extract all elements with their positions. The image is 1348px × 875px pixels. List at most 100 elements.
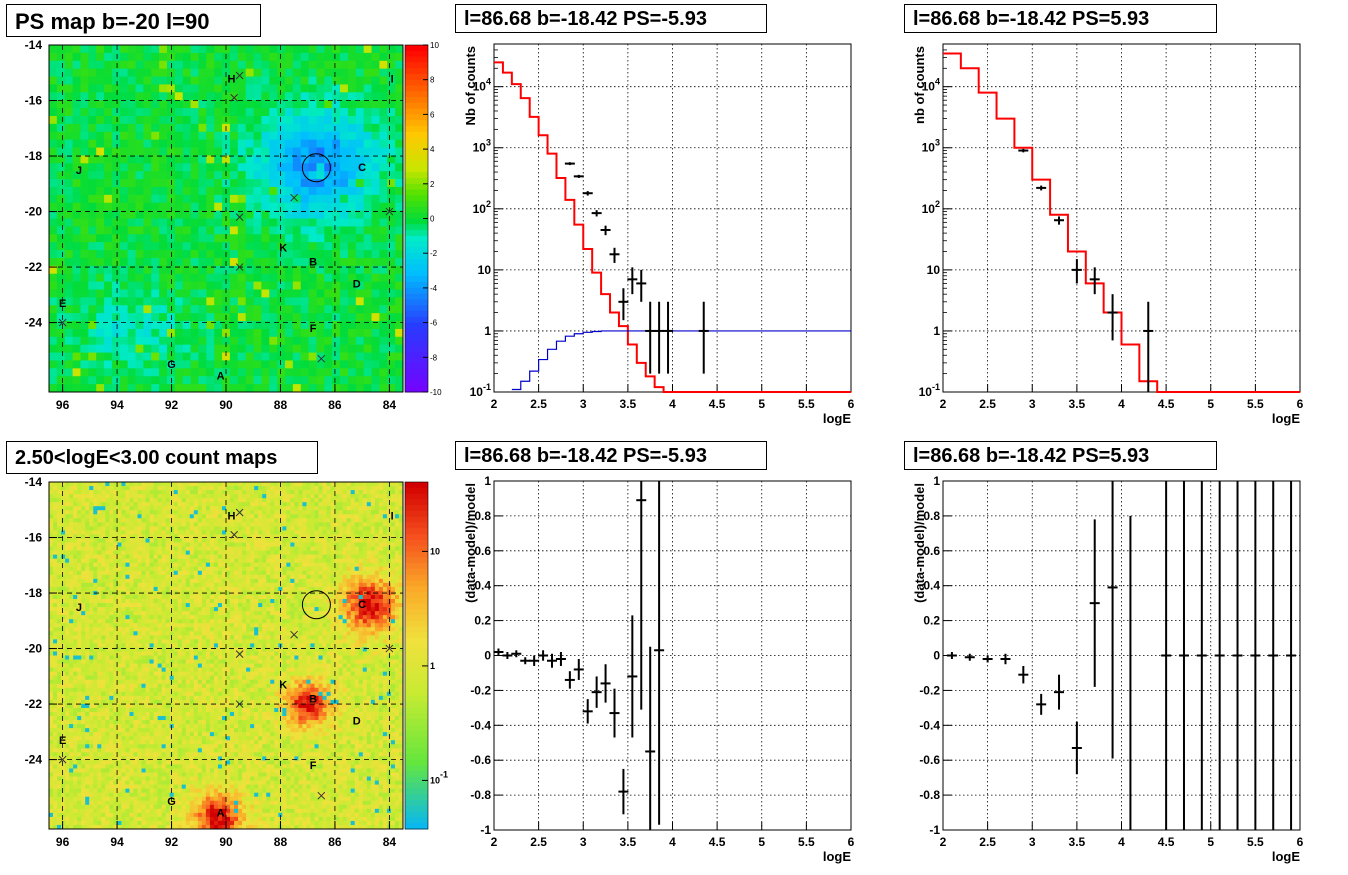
- heatmap-cell: [209, 574, 215, 580]
- heatmap-cell: [119, 92, 129, 101]
- heatmap-cell: [77, 490, 82, 495]
- heatmap-cell: [398, 530, 404, 535]
- heatmap-cell: [261, 273, 270, 282]
- heatmap-cell: [378, 546, 384, 551]
- heatmap-cell: [125, 566, 130, 572]
- heatmap-cell: [80, 289, 89, 298]
- heatmap-cell: [109, 510, 114, 515]
- heatmap-cell: [390, 566, 396, 572]
- heatmap-cell: [64, 273, 73, 282]
- heatmap-cell: [370, 490, 376, 495]
- heatmap-cell: [185, 599, 191, 604]
- heatmap-cell: [262, 590, 267, 596]
- heatmap-cell: [206, 123, 215, 133]
- heatmap-cell: [234, 526, 239, 531]
- heatmap-cell: [145, 599, 150, 604]
- heatmap-cell: [306, 506, 311, 511]
- heatmap-cell: [258, 518, 263, 523]
- heatmap-cell: [230, 574, 235, 580]
- heatmap-cell: [141, 510, 146, 515]
- heatmap-cell: [266, 530, 271, 535]
- heatmap-cell: [182, 257, 191, 267]
- heatmap-cell: [153, 534, 159, 539]
- heatmap-cell: [213, 586, 219, 592]
- heatmap-cell: [72, 115, 81, 125]
- heatmap-cell: [371, 60, 380, 70]
- heatmap-cell: [111, 123, 121, 133]
- heatmap-cell: [387, 328, 396, 338]
- heatmap-cell: [292, 84, 302, 93]
- heatmap-cell: [300, 68, 309, 77]
- heatmap-cell: [217, 570, 223, 576]
- heatmap-cell: [285, 305, 294, 314]
- heatmap-cell: [205, 482, 211, 487]
- heatmap-cell: [88, 360, 97, 369]
- heatmap-cell: [253, 155, 262, 164]
- heatmap-cell: [111, 305, 121, 314]
- heatmap-cell: [56, 265, 66, 275]
- heatmap-cell: [362, 538, 368, 543]
- heatmap-cell: [274, 578, 279, 584]
- heatmap-cell: [387, 68, 396, 77]
- heatmap-cell: [292, 210, 302, 219]
- heatmap-cell: [242, 566, 247, 572]
- heatmap-cell: [387, 242, 396, 251]
- heatmap-cell: [326, 490, 331, 495]
- heatmap-cell: [88, 60, 97, 70]
- heatmap-cell: [294, 506, 299, 511]
- heatmap-cell: [167, 265, 176, 275]
- heatmap-cell: [234, 554, 239, 560]
- heatmap-cell: [96, 344, 105, 353]
- heatmap-cell: [270, 590, 275, 596]
- heatmap-cell: [254, 562, 259, 568]
- heatmap-cell: [237, 92, 247, 101]
- heatmap-cell: [363, 250, 372, 259]
- heatmap-cell: [362, 582, 368, 588]
- heatmap-cell: [338, 534, 344, 539]
- heatmap-cell: [374, 534, 380, 539]
- heatmap-cell: [346, 498, 352, 503]
- heatmap-cell: [226, 558, 231, 564]
- heatmap-cell: [379, 179, 388, 188]
- heatmap-cell: [145, 582, 150, 588]
- heatmap-cell: [206, 273, 215, 282]
- heatmap-cell: [72, 171, 81, 180]
- heatmap-cell: [274, 518, 279, 523]
- heatmap-cell: [270, 546, 275, 551]
- heatmap-cell: [143, 100, 152, 109]
- heatmap-cell: [193, 594, 199, 600]
- heatmap-cell: [97, 494, 102, 499]
- heatmap-cell: [245, 368, 254, 377]
- heatmap-cell: [334, 530, 340, 535]
- heatmap-cell: [358, 514, 364, 519]
- heatmap-cell: [226, 518, 231, 523]
- heatmap-cell: [57, 510, 62, 515]
- heatmap-cell: [205, 530, 211, 535]
- heatmap-cell: [56, 52, 66, 62]
- heatmap-cell: [277, 92, 286, 101]
- source-label-e: E: [59, 298, 66, 310]
- heatmap-cell: [182, 289, 191, 298]
- heatmap-cell: [366, 518, 372, 523]
- heatmap-cell: [318, 554, 323, 560]
- heatmap-cell: [354, 554, 360, 560]
- colorbar-segment: [405, 97, 428, 104]
- heatmap-cell: [390, 526, 396, 531]
- heatmap-cell: [206, 210, 215, 219]
- heatmap-cell: [185, 494, 191, 499]
- heatmap-cell: [350, 570, 356, 576]
- heatmap-cell: [149, 506, 154, 511]
- heatmap-cell: [151, 92, 160, 101]
- heatmap-cell: [226, 566, 231, 572]
- heatmap-cell: [125, 586, 130, 592]
- heatmap-cell: [117, 582, 122, 588]
- heatmap-cell: [153, 526, 159, 531]
- heatmap-cell: [245, 344, 254, 353]
- heatmap-cell: [185, 510, 191, 515]
- heatmap-cell: [197, 534, 203, 539]
- heatmap-cell: [277, 115, 286, 125]
- heatmap-cell: [347, 273, 357, 282]
- heatmap-cell: [49, 582, 54, 588]
- heatmap-cell: [161, 594, 167, 600]
- heatmap-cell: [73, 570, 78, 576]
